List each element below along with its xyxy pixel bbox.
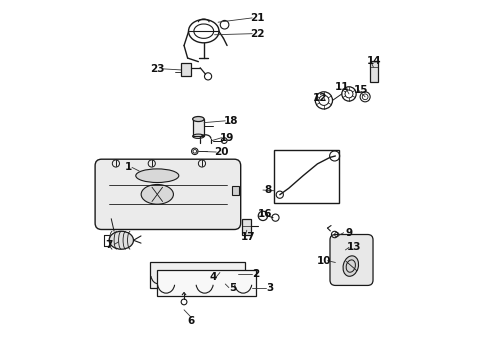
Text: 18: 18	[223, 116, 238, 126]
Text: 17: 17	[241, 232, 256, 242]
Text: 16: 16	[257, 209, 272, 219]
Text: 1: 1	[125, 162, 132, 172]
Text: 8: 8	[265, 185, 272, 195]
Text: 22: 22	[250, 29, 265, 39]
Bar	[370, 61, 378, 82]
Text: 3: 3	[267, 283, 274, 293]
Text: 14: 14	[367, 56, 381, 66]
Ellipse shape	[109, 231, 133, 249]
Text: 13: 13	[347, 242, 362, 252]
Text: 23: 23	[150, 64, 164, 74]
Text: 11: 11	[335, 82, 349, 93]
FancyBboxPatch shape	[330, 234, 373, 285]
FancyBboxPatch shape	[95, 159, 241, 229]
Ellipse shape	[343, 256, 359, 276]
Ellipse shape	[193, 117, 204, 122]
Text: 9: 9	[345, 228, 353, 238]
Ellipse shape	[136, 169, 179, 183]
Bar	[193, 119, 204, 136]
Text: 10: 10	[317, 256, 331, 266]
Text: 4: 4	[209, 272, 217, 282]
Bar	[150, 262, 245, 288]
Bar	[232, 186, 239, 195]
Bar	[157, 270, 256, 296]
Bar	[243, 220, 251, 234]
Text: 20: 20	[215, 147, 229, 157]
Ellipse shape	[141, 184, 173, 204]
Bar	[181, 63, 191, 76]
Text: 12: 12	[313, 93, 327, 103]
Text: 2: 2	[252, 269, 259, 279]
Text: 6: 6	[188, 316, 195, 326]
Text: 19: 19	[220, 133, 234, 143]
Text: 21: 21	[250, 13, 265, 23]
Text: 15: 15	[354, 85, 369, 95]
Bar	[274, 149, 339, 203]
Text: 5: 5	[229, 283, 236, 293]
Text: 7: 7	[105, 239, 112, 249]
